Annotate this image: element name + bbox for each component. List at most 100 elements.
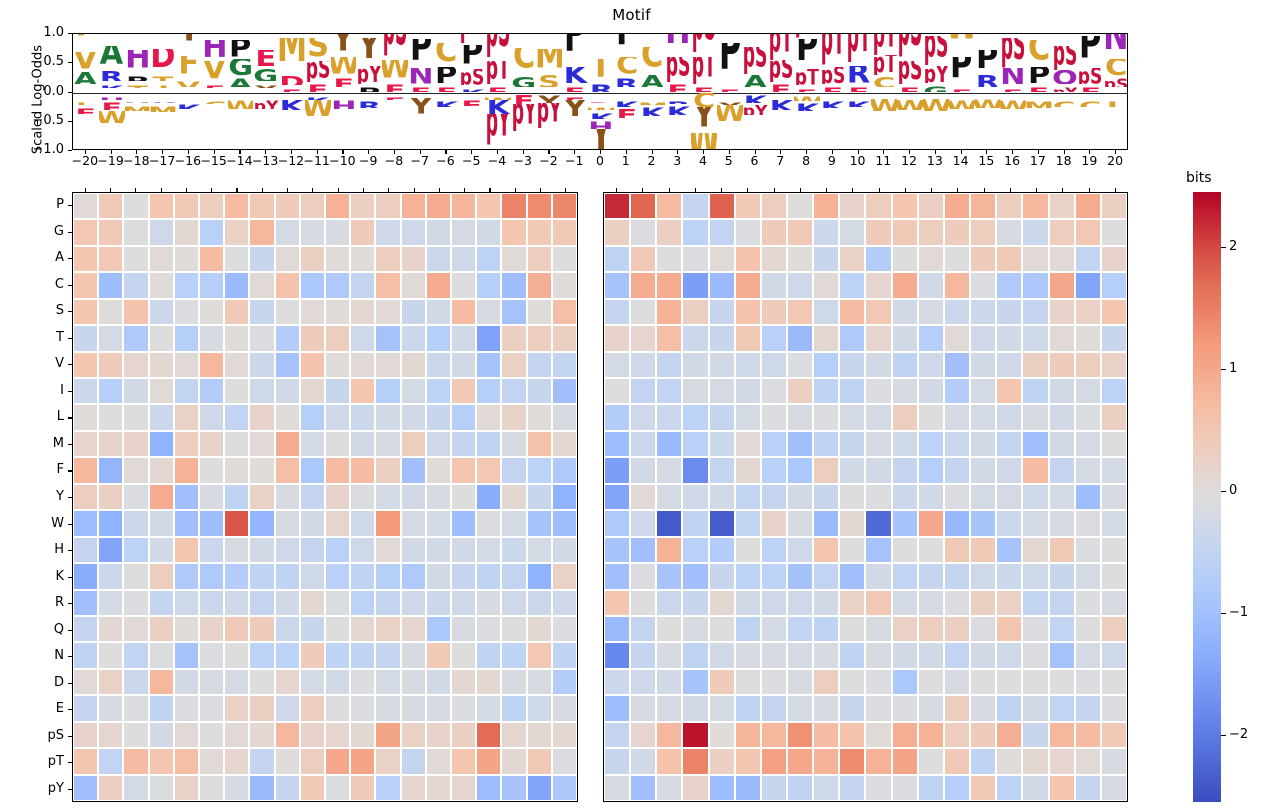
heatmap-cell [148,536,174,564]
heatmap-cell [839,430,866,458]
heatmap-row-label: D [53,674,64,690]
heatmap-cell [299,457,325,484]
heatmap-cell [123,272,149,299]
heatmap-cell [682,483,709,511]
logo-letter: W [949,98,975,109]
logo-letter: E [949,85,975,93]
x-tick-label: 1 [621,153,630,168]
heatmap-cell [173,219,199,246]
logo-position-stack: EpSpSEW [897,34,923,149]
heatmap-cell [501,721,527,749]
heatmap-cell [943,536,971,564]
x-tick-label: 9 [827,153,836,168]
heatmap-cell [865,748,892,775]
heatmap-x-tick-mark [1009,188,1011,192]
heatmap-cell [813,642,840,669]
heatmap-cell [123,404,149,431]
heatmap-cell [224,615,250,643]
heatmap-cell [148,404,174,431]
heatmap-cell [551,721,577,749]
heatmap-cell [350,483,376,511]
logo-position-stack: EGCP EpY [511,34,537,149]
heatmap-cell [1074,589,1101,616]
heatmap-cell [970,695,997,722]
logo-position-stack: EPCCM [1026,34,1052,149]
heatmap-cell [943,378,971,405]
heatmap-cell [425,774,451,801]
heatmap-cell [1100,695,1127,722]
heatmap-cell [526,748,552,775]
heatmap-x-tick-mark [388,188,390,192]
heatmap-cell [451,325,477,352]
heatmap-y-tick-mark [68,762,72,764]
heatmap-cell [249,430,275,458]
heatmap-cell [1100,774,1127,801]
heatmap-cell [551,219,577,246]
logo-letter: Y [125,97,151,103]
logo-letter: E [331,93,357,98]
heatmap-cell [760,378,788,405]
logo-letter: C [743,34,769,47]
x-tick-mark [419,150,421,154]
heatmap-cell [839,695,866,722]
logo-letter: W [228,98,254,109]
heatmap-cell [123,219,149,246]
heatmap-cell [451,695,477,722]
heatmap-cell [708,298,735,326]
logo-letter: E [794,85,820,93]
heatmap-cell [682,272,709,299]
logo-letter: E [846,84,872,93]
heatmap-y-tick-mark [68,337,72,339]
heatmap-cell [224,642,250,669]
logo-letter: E [485,84,511,93]
heatmap-row-label: C [54,276,64,292]
heatmap-cell [1074,510,1101,537]
heatmap-cell [787,510,814,537]
heatmap-cell [917,193,944,220]
heatmap-cell [630,457,657,484]
heatmap-cell [249,483,275,511]
heatmap-cell [865,774,892,801]
heatmap-cell [970,642,997,669]
heatmap-cell [325,272,351,299]
logo-letter: H [665,34,691,57]
logo-position-stack: EpSSV KW [305,34,331,149]
logo-letter: C [1027,39,1050,67]
heatmap-cell [656,325,683,352]
heatmap-cell [476,774,502,801]
heatmap-cell [123,536,149,564]
heatmap-cell [476,748,502,775]
logo-letter: pS [897,34,923,61]
heatmap-cell [123,351,149,379]
heatmap-cell [199,193,225,220]
heatmap-cell [917,351,944,379]
heatmap-cell [123,589,149,616]
heatmap-cell [813,404,840,431]
heatmap-cell [425,563,451,590]
heatmap-x-tick-mark [694,188,696,192]
heatmap-cell [98,430,124,458]
heatmap-cell [98,298,124,326]
heatmap-cell [199,668,225,696]
heatmap-cell [604,615,631,643]
heatmap-cell [173,483,199,511]
x-tick-mark [522,150,524,154]
heatmap-cell [708,219,735,246]
logo-position-stack: EWpSpTE [382,34,408,149]
logo-letter: K [434,98,460,107]
heatmap-cell [249,245,275,273]
heatmap-cell [839,774,866,801]
heatmap-cell [917,510,944,537]
heatmap-cell [73,404,99,431]
heatmap-cell [1100,721,1127,749]
logo-letter: E [537,87,563,93]
logo-letter: E [384,82,406,93]
logo-letter: E [640,93,666,98]
heatmap-cell [224,589,250,616]
heatmap-cell [274,272,300,299]
x-tick-mark [934,150,936,154]
heatmap-cell [476,642,502,669]
heatmap-cell [325,193,351,220]
heatmap-cell [73,642,99,669]
